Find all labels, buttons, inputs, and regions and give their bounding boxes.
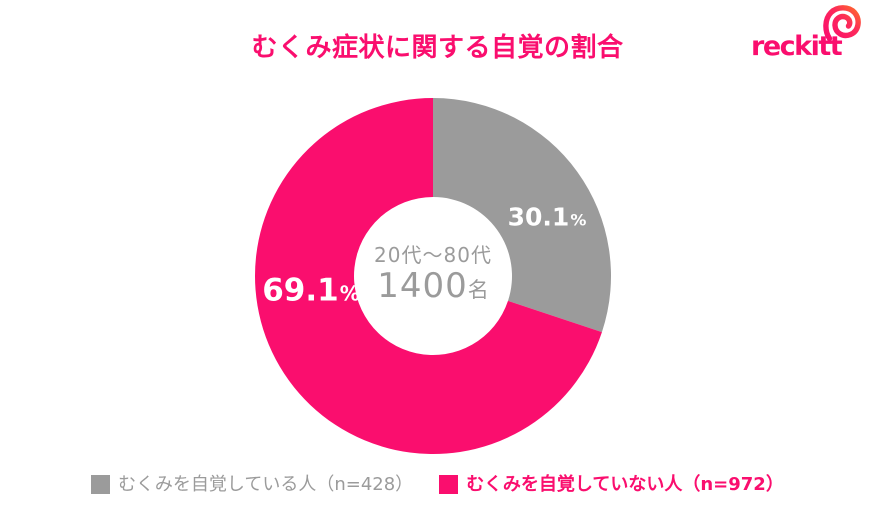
respondent-count-value: 1400 xyxy=(377,265,468,306)
donut-center-label: 20代〜80代 1400名 xyxy=(374,242,492,306)
segment-value-aware: 30.1% xyxy=(508,205,587,230)
respondent-count-unit: 名 xyxy=(467,277,489,302)
percent-unit: % xyxy=(570,210,587,230)
percent-value: 30.1 xyxy=(507,202,570,232)
respondent-count: 1400名 xyxy=(374,265,492,306)
legend-item-unaware: むくみを自覚していない人（n=972） xyxy=(439,475,784,494)
legend-label-aware: むくみを自覚している人（n=428） xyxy=(118,473,414,495)
page-title: むくみ症状に関する自覚の割合 xyxy=(251,33,624,63)
legend-label-unaware: むくみを自覚していない人（n=972） xyxy=(466,473,784,495)
legend-swatch-gray xyxy=(91,475,111,494)
reckitt-wordmark: reckitt xyxy=(751,31,843,62)
legend-item-aware: むくみを自覚している人（n=428） xyxy=(91,475,413,494)
reckitt-logo: reckitt xyxy=(751,2,861,60)
percent-unit: % xyxy=(339,281,360,306)
legend-swatch-pink xyxy=(439,475,459,494)
donut-chart xyxy=(255,98,611,454)
respondent-age-range: 20代〜80代 xyxy=(374,242,492,267)
percent-value: 69.1 xyxy=(262,272,339,309)
legend: むくみを自覚している人（n=428） むくみを自覚していない人（n=972） xyxy=(0,475,875,494)
segment-value-unaware: 69.1% xyxy=(262,272,360,309)
reckitt-swirl-icon xyxy=(823,5,861,42)
